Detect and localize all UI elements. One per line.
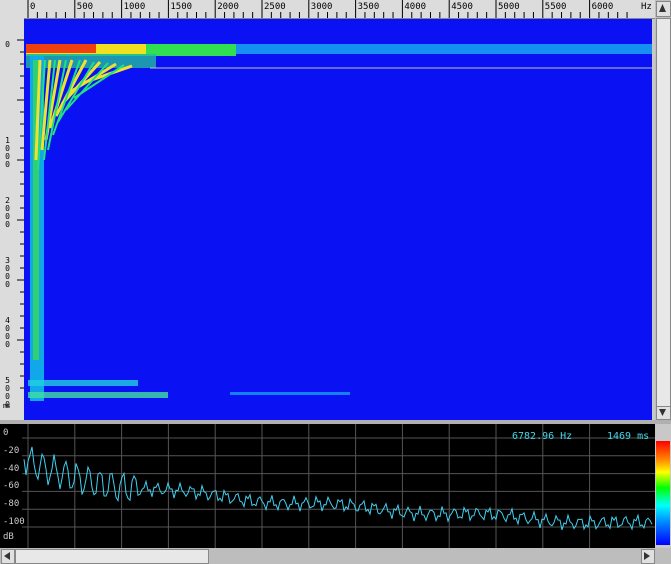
frequency-label: 4500: [451, 2, 473, 12]
db-label: -40: [3, 463, 20, 474]
up-arrow: [659, 4, 666, 12]
db-label: -60: [3, 481, 20, 492]
frequency-label: 1000: [123, 2, 146, 12]
frequency-label: 5500: [544, 2, 567, 12]
spectrogram-energy: [26, 44, 652, 401]
down-arrow: [659, 409, 666, 416]
color-scale: [656, 441, 670, 545]
time-label: 2000: [3, 196, 12, 228]
db-unit: dB: [3, 532, 14, 542]
time-label: 1000: [3, 136, 12, 168]
frequency-label: 2000: [217, 2, 239, 12]
frequency-label: 6000: [591, 2, 614, 12]
frequency-label: 2500: [264, 2, 286, 12]
frequency-ruler: [0, 0, 655, 19]
time-label: 3000: [3, 256, 12, 288]
frequency-readout: 6782.96 Hz: [512, 431, 573, 442]
time-unit: ms: [3, 402, 11, 410]
time-label: 5000: [3, 376, 12, 408]
right-arrow: [644, 552, 650, 560]
db-label: 0: [3, 428, 9, 438]
splitter[interactable]: [0, 420, 671, 424]
db-label: -80: [3, 499, 20, 510]
db-label: -20: [3, 445, 20, 456]
spectrogram: [24, 19, 652, 420]
frequency-label: 1500: [170, 2, 193, 12]
spectrum-trace: [23, 446, 653, 531]
spectrum-grid: [22, 424, 655, 548]
time-readout: 1469 ms: [607, 431, 650, 442]
frequency-label: 3500: [357, 2, 380, 12]
time-label: 4000: [3, 316, 12, 348]
frequency-label: 3000: [310, 2, 333, 12]
frequency-label: 5000: [498, 2, 520, 12]
db-label: -100: [3, 517, 25, 527]
frequency-label: 500: [76, 2, 94, 12]
frequency-label: 0: [30, 2, 36, 12]
left-arrow: [4, 552, 10, 560]
frequency-unit: Hz: [641, 2, 652, 12]
frequency-label: 4000: [404, 2, 427, 12]
time-label: 0: [3, 40, 12, 48]
